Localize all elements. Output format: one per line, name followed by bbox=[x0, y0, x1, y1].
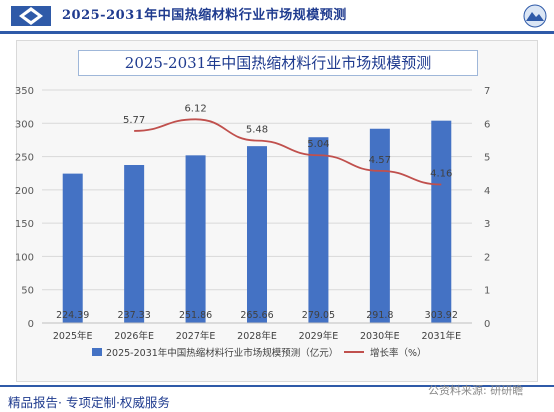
y-right-tick-label: 1 bbox=[484, 286, 490, 297]
y-left-tick-label: 100 bbox=[15, 252, 34, 263]
bar-value-label: 291.8 bbox=[366, 310, 393, 321]
y-left-tick-label: 300 bbox=[15, 119, 34, 130]
header-title: 2025-2031年中国热缩材料行业市场规模预测 bbox=[62, 8, 347, 23]
header-divider bbox=[0, 31, 554, 34]
line-value-label: 4.57 bbox=[369, 155, 391, 166]
y-left-tick-label: 50 bbox=[21, 286, 34, 297]
legend-bar-swatch bbox=[92, 348, 102, 356]
y-left-tick-label: 150 bbox=[15, 219, 34, 230]
bar-value-label: 237.33 bbox=[118, 310, 151, 321]
y-right-tick-label: 0 bbox=[484, 319, 490, 330]
bar bbox=[431, 120, 452, 323]
bar bbox=[247, 146, 267, 323]
bar-value-label: 265.66 bbox=[240, 310, 273, 321]
y-left-tick-label: 0 bbox=[28, 319, 34, 330]
chart-title-box: 2025-2031年中国热缩材料行业市场规模预测 bbox=[78, 50, 478, 76]
bar-value-label: 251.86 bbox=[179, 310, 212, 321]
bar bbox=[62, 173, 83, 323]
bar bbox=[124, 165, 145, 323]
bar bbox=[369, 128, 390, 323]
line-value-label: 5.48 bbox=[246, 125, 268, 136]
y-right-tick-label: 7 bbox=[484, 86, 490, 97]
y-left-tick-label: 200 bbox=[15, 186, 34, 197]
x-tick-label: 2025年E bbox=[53, 330, 93, 342]
bar-value-label: 279.05 bbox=[302, 310, 335, 321]
legend-bar-label: 2025-2031年中国热缩材料行业市场规模预测（亿元） bbox=[106, 347, 338, 359]
y-right-tick-label: 5 bbox=[484, 153, 490, 164]
x-tick-label: 2027年E bbox=[176, 330, 216, 342]
y-right-tick-label: 6 bbox=[484, 119, 490, 130]
diamond-logo-icon bbox=[11, 6, 51, 26]
y-right-tick-label: 2 bbox=[484, 252, 490, 263]
x-tick-label: 2028年E bbox=[237, 330, 277, 342]
bar-value-label: 303.92 bbox=[425, 310, 458, 321]
line-value-label: 6.12 bbox=[184, 103, 206, 114]
mountain-logo-icon bbox=[523, 4, 547, 28]
watermark: 公资料来源: 研研瞻 bbox=[428, 384, 524, 397]
y-right-tick-label: 4 bbox=[484, 186, 490, 197]
y-right-tick-label: 3 bbox=[484, 219, 490, 230]
chart-title: 2025-2031年中国热缩材料行业市场规模预测 bbox=[124, 54, 432, 72]
bar-value-label: 224.39 bbox=[56, 310, 89, 321]
bar bbox=[308, 137, 329, 323]
legend-line-label: 增长率（%） bbox=[370, 347, 427, 359]
line-value-label: 5.77 bbox=[123, 115, 145, 126]
line-value-label: 5.04 bbox=[307, 139, 329, 150]
footer-divider bbox=[0, 385, 554, 387]
x-tick-label: 2026年E bbox=[114, 330, 154, 342]
growth-line bbox=[134, 118, 442, 186]
line-value-label: 4.16 bbox=[430, 169, 452, 180]
x-tick-label: 2029年E bbox=[299, 330, 339, 342]
x-tick-label: 2030年E bbox=[360, 330, 400, 342]
header: 2025-2031年中国热缩材料行业市场规模预测 bbox=[0, 0, 554, 34]
y-left-tick-label: 250 bbox=[15, 153, 34, 164]
y-left-tick-label: 350 bbox=[15, 86, 34, 97]
x-tick-label: 2031年E bbox=[421, 330, 461, 342]
bar bbox=[185, 155, 206, 323]
footer-text: 精品报告· 专项定制·权威服务 bbox=[8, 395, 170, 410]
